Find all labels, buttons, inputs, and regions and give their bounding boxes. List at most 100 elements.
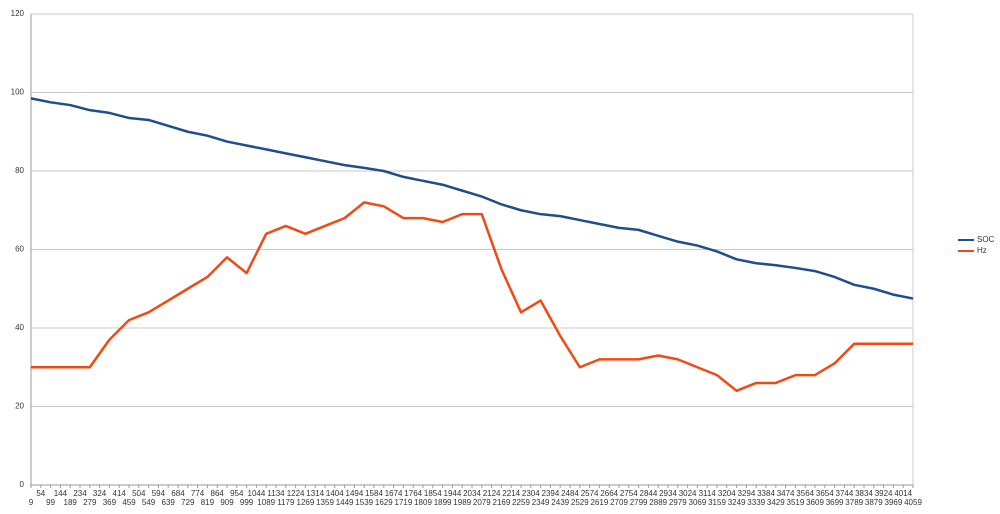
x-tick-label: 3204	[718, 489, 736, 498]
x-tick-label: 3249	[728, 498, 746, 507]
x-tick-label: 9	[29, 498, 34, 507]
x-tick-label: 2934	[659, 489, 677, 498]
x-tick-label: 1539	[355, 498, 373, 507]
x-tick-label: 1584	[365, 489, 383, 498]
y-tick-label: 120	[11, 9, 25, 18]
x-tick-label: 1224	[287, 489, 305, 498]
x-tick-label: 3159	[708, 498, 726, 507]
x-tick-label: 2079	[473, 498, 491, 507]
x-tick-label: 2484	[561, 489, 579, 498]
x-tick-label: 279	[83, 498, 97, 507]
x-tick-label: 729	[181, 498, 195, 507]
x-tick-label: 3294	[738, 489, 756, 498]
x-tick-label: 2214	[502, 489, 520, 498]
x-tick-label: 1944	[444, 489, 462, 498]
x-tick-label: 3924	[875, 489, 893, 498]
x-tick-label: 3699	[826, 498, 844, 507]
x-tick-label: 3789	[845, 498, 863, 507]
series-line	[30, 97, 914, 300]
x-tick-label: 3519	[787, 498, 805, 507]
x-tick-label: 459	[122, 498, 136, 507]
x-tick-label: 2709	[610, 498, 628, 507]
x-tick-label: 1899	[434, 498, 452, 507]
x-tick-label: 954	[230, 489, 244, 498]
x-tick-label: 324	[93, 489, 107, 498]
x-tick-label: 2529	[571, 498, 589, 507]
y-tick-label: 40	[15, 323, 24, 332]
legend-label: SOC	[977, 235, 995, 244]
x-tick-label: 864	[211, 489, 225, 498]
y-tick-label: 80	[15, 166, 24, 175]
x-tick-label: 1359	[316, 498, 334, 507]
series-line	[31, 201, 913, 393]
x-tick-label: 2619	[591, 498, 609, 507]
x-tick-label: 774	[191, 489, 205, 498]
x-tick-label: 549	[142, 498, 156, 507]
x-tick-label: 819	[201, 498, 215, 507]
x-tick-label: 144	[54, 489, 68, 498]
x-tick-label: 1719	[395, 498, 413, 507]
x-tick-label: 2349	[532, 498, 550, 507]
x-tick-label: 2304	[522, 489, 540, 498]
x-tick-label: 3474	[777, 489, 795, 498]
x-tick-label: 3114	[699, 489, 717, 498]
x-tick-label: 99	[46, 498, 55, 507]
x-tick-label: 3384	[757, 489, 775, 498]
x-tick-label: 234	[73, 489, 87, 498]
x-tick-label: 3069	[689, 498, 707, 507]
legend-label: Hz	[977, 246, 987, 255]
x-tick-label: 3879	[865, 498, 883, 507]
x-tick-label: 1764	[404, 489, 422, 498]
x-tick-label: 3609	[806, 498, 824, 507]
x-tick-label: 1179	[277, 498, 295, 507]
x-tick-label: 1674	[385, 489, 403, 498]
x-tick-label: 2889	[649, 498, 667, 507]
x-tick-label: 1989	[453, 498, 471, 507]
x-tick-label: 2394	[542, 489, 560, 498]
x-tick-label: 4014	[894, 489, 912, 498]
x-tick-label: 2034	[463, 489, 481, 498]
x-tick-label: 1854	[424, 489, 442, 498]
x-tick-label: 2664	[600, 489, 618, 498]
x-tick-label: 1809	[414, 498, 432, 507]
y-tick-label: 60	[15, 245, 24, 254]
x-tick-label: 369	[103, 498, 117, 507]
x-tick-label: 189	[64, 498, 78, 507]
x-tick-label: 1449	[336, 498, 354, 507]
x-tick-label: 1404	[326, 489, 344, 498]
x-tick-label: 3564	[796, 489, 814, 498]
x-tick-label: 3834	[855, 489, 873, 498]
x-tick-label: 639	[162, 498, 176, 507]
x-tick-label: 504	[132, 489, 146, 498]
y-tick-label: 100	[11, 88, 25, 97]
x-tick-label: 2259	[512, 498, 530, 507]
x-tick-label: 1044	[248, 489, 266, 498]
x-tick-label: 684	[171, 489, 185, 498]
y-tick-label: 20	[15, 402, 24, 411]
x-tick-label: 2439	[551, 498, 569, 507]
x-tick-label: 2979	[669, 498, 687, 507]
x-tick-label: 1269	[297, 498, 315, 507]
x-tick-label: 4059	[904, 498, 922, 507]
x-tick-label: 2169	[493, 498, 511, 507]
x-tick-label: 2754	[620, 489, 638, 498]
x-tick-label: 1314	[306, 489, 324, 498]
x-tick-label: 909	[220, 498, 234, 507]
x-tick-label: 2799	[630, 498, 648, 507]
x-tick-label: 3654	[816, 489, 834, 498]
x-tick-label: 54	[36, 489, 45, 498]
x-tick-label: 3339	[747, 498, 765, 507]
x-tick-label: 1089	[257, 498, 275, 507]
x-tick-label: 1134	[267, 489, 285, 498]
x-tick-label: 3744	[836, 489, 854, 498]
x-tick-label: 594	[152, 489, 166, 498]
x-tick-label: 2574	[581, 489, 599, 498]
x-tick-label: 3024	[679, 489, 697, 498]
x-tick-label: 1494	[346, 489, 364, 498]
x-tick-label: 414	[113, 489, 127, 498]
x-tick-label: 999	[240, 498, 254, 507]
x-tick-label: 1629	[375, 498, 393, 507]
x-tick-label: 2844	[640, 489, 658, 498]
x-tick-label: 2124	[483, 489, 501, 498]
